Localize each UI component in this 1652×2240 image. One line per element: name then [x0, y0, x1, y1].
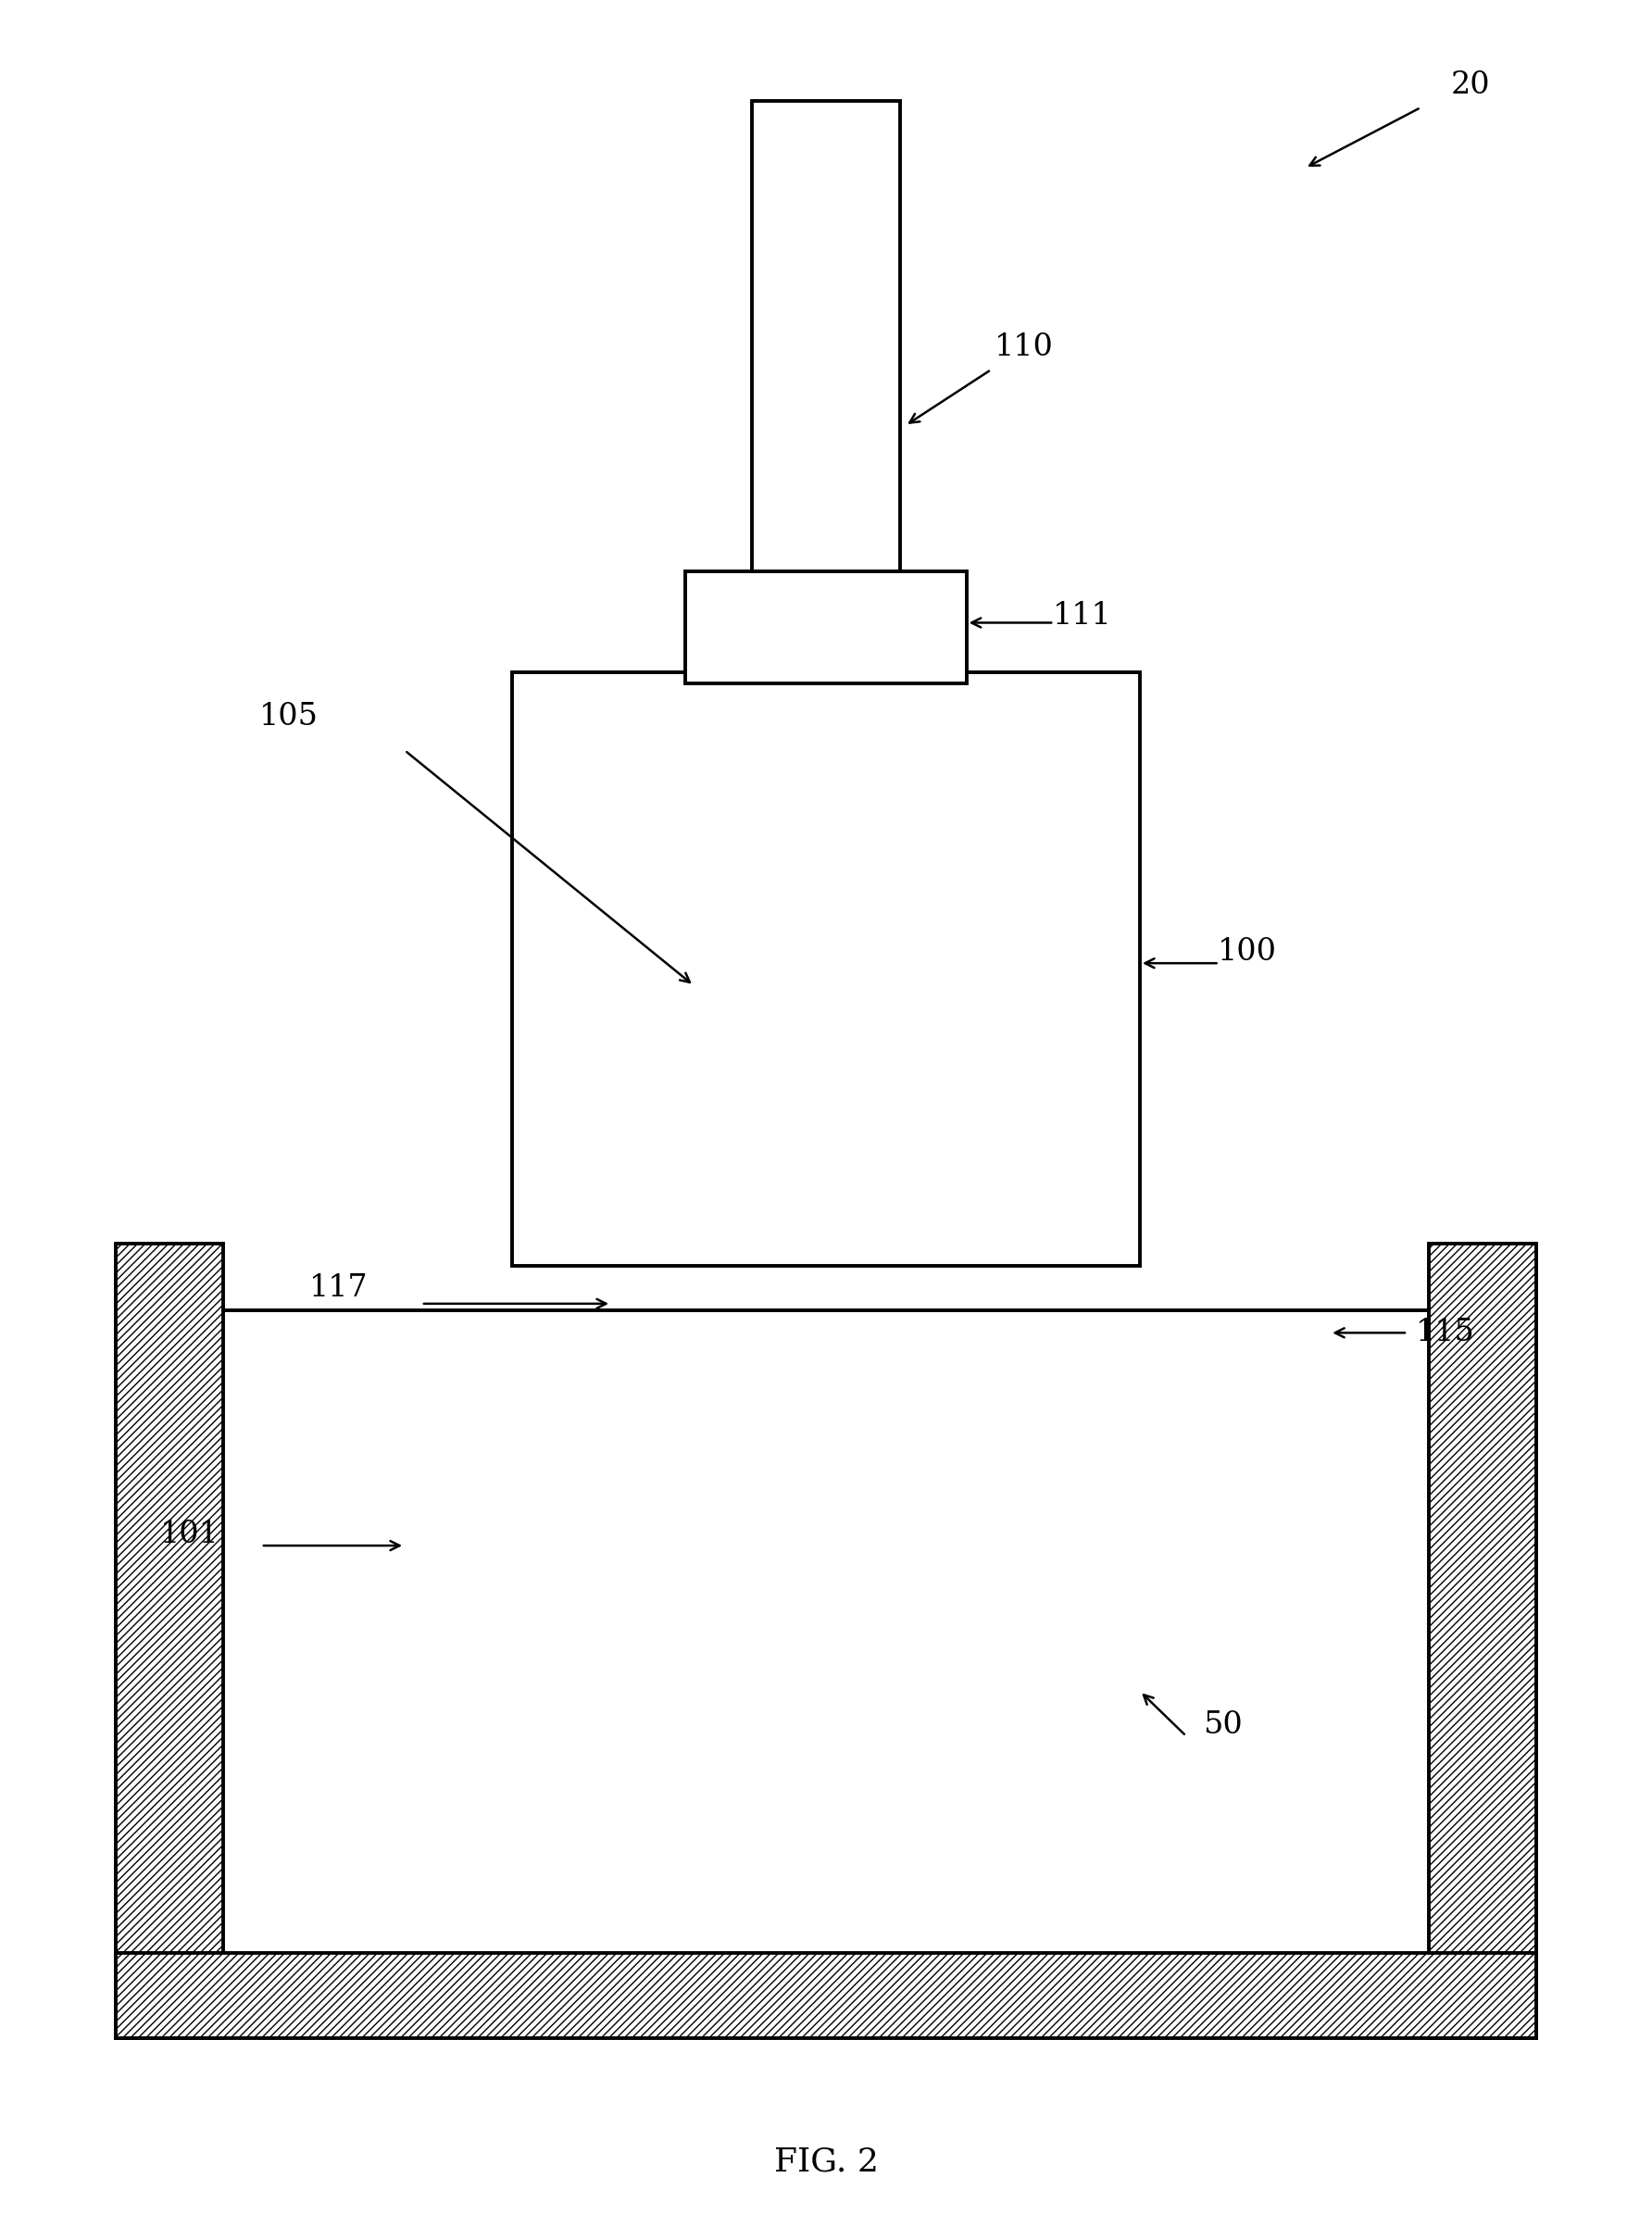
Text: FIG. 2: FIG. 2 — [773, 2146, 879, 2177]
Bar — [116, 1243, 223, 2038]
Bar — [116, 1953, 1536, 2038]
Text: 115: 115 — [1416, 1317, 1475, 1348]
Text: 105: 105 — [259, 701, 319, 732]
Bar — [512, 672, 1140, 1266]
Text: 100: 100 — [1218, 936, 1277, 968]
Text: 20: 20 — [1450, 69, 1490, 101]
Bar — [686, 571, 966, 683]
Text: 111: 111 — [1052, 600, 1112, 632]
Text: 50: 50 — [1203, 1709, 1242, 1740]
Text: 117: 117 — [309, 1272, 368, 1304]
Bar — [752, 101, 900, 594]
Text: 110: 110 — [995, 332, 1054, 363]
Bar — [1429, 1243, 1536, 2038]
Text: 101: 101 — [160, 1519, 220, 1550]
